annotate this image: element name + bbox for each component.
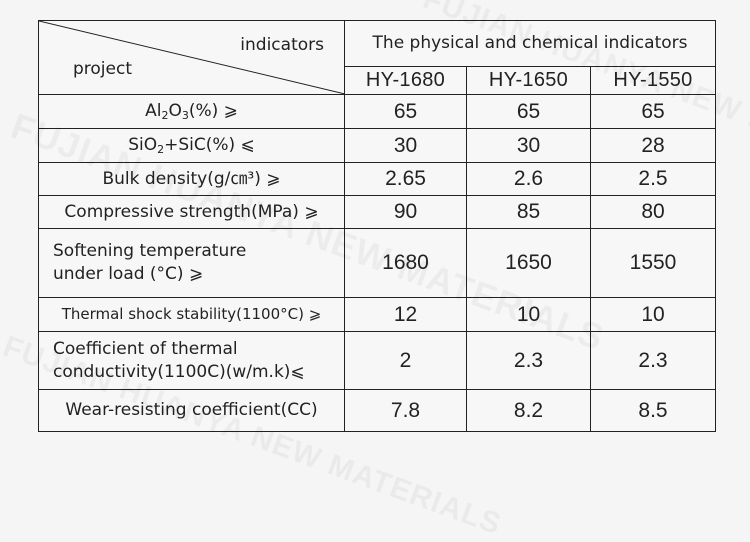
row-label-softening-temperature: Softening temperature under load (°C) ⩾ xyxy=(38,228,345,298)
value-cell: 8.5 xyxy=(589,389,717,432)
model-header-hy1550: HY-1550 xyxy=(589,65,717,96)
model-header-hy1680: HY-1680 xyxy=(344,65,467,96)
value-cell: 65 xyxy=(344,94,467,129)
row-label-thermal-conductivity: Coefficient of thermal conductivity(1100… xyxy=(38,331,345,390)
group-header: The physical and chemical indicators xyxy=(343,20,717,67)
row-label-wear-resisting: Wear-resisting coefficient(CC) xyxy=(38,389,345,432)
value-cell: 65 xyxy=(589,94,717,129)
value-cell: 85 xyxy=(466,195,591,229)
value-cell: 2.6 xyxy=(466,162,591,196)
table-row: Bulk density(g/㎝³) ⩾ 2.65 2.6 2.5 xyxy=(38,162,717,196)
row-label-thermal-shock: Thermal shock stability(1100°C) ⩾ xyxy=(38,297,345,332)
table-row: Thermal shock stability(1100°C) ⩾ 12 10 … xyxy=(38,297,717,332)
value-cell: 30 xyxy=(344,128,467,163)
row-label-bulk-density: Bulk density(g/㎝³) ⩾ xyxy=(38,162,345,196)
table-row: Coefficient of thermal conductivity(1100… xyxy=(38,331,717,390)
row-label-al2o3: Al2O3(%) ⩾ xyxy=(38,94,345,129)
value-cell: 1680 xyxy=(344,228,467,298)
value-cell: 90 xyxy=(344,195,467,229)
model-header-hy1650: HY-1650 xyxy=(466,65,591,96)
table-row: SiO2+SiC(%) ⩽ 30 30 28 xyxy=(38,128,717,163)
value-cell: 30 xyxy=(466,128,591,163)
value-cell: 2.65 xyxy=(344,162,467,196)
table-row: Compressive strength(MPa) ⩾ 90 85 80 xyxy=(38,195,717,229)
project-label: project xyxy=(73,59,133,79)
value-cell: 12 xyxy=(344,297,467,332)
value-cell: 1650 xyxy=(466,228,591,298)
value-cell: 65 xyxy=(466,94,591,129)
value-cell: 28 xyxy=(589,128,717,163)
value-cell: 10 xyxy=(589,297,717,332)
row-label-compressive-strength: Compressive strength(MPa) ⩾ xyxy=(38,195,345,229)
value-cell: 8.2 xyxy=(466,389,591,432)
value-cell: 2.3 xyxy=(466,331,591,390)
value-cell: 2.5 xyxy=(589,162,717,196)
table-row: Softening temperature under load (°C) ⩾ … xyxy=(38,228,717,298)
table-row: Wear-resisting coefficient(CC) 7.8 8.2 8… xyxy=(38,389,717,432)
value-cell: 2 xyxy=(344,331,467,390)
corner-header-cell: indicators project xyxy=(38,20,345,95)
value-cell: 2.3 xyxy=(589,331,717,390)
value-cell: 1550 xyxy=(589,228,717,298)
value-cell: 10 xyxy=(466,297,591,332)
diagonal-divider xyxy=(39,21,344,94)
row-label-sio2-sic: SiO2+SiC(%) ⩽ xyxy=(38,128,345,163)
value-cell: 7.8 xyxy=(344,389,467,432)
value-cell: 80 xyxy=(589,195,717,229)
spec-table: indicators project The physical and chem… xyxy=(38,20,717,432)
indicators-label: indicators xyxy=(240,35,324,55)
table-row: Al2O3(%) ⩾ 65 65 65 xyxy=(38,94,717,129)
